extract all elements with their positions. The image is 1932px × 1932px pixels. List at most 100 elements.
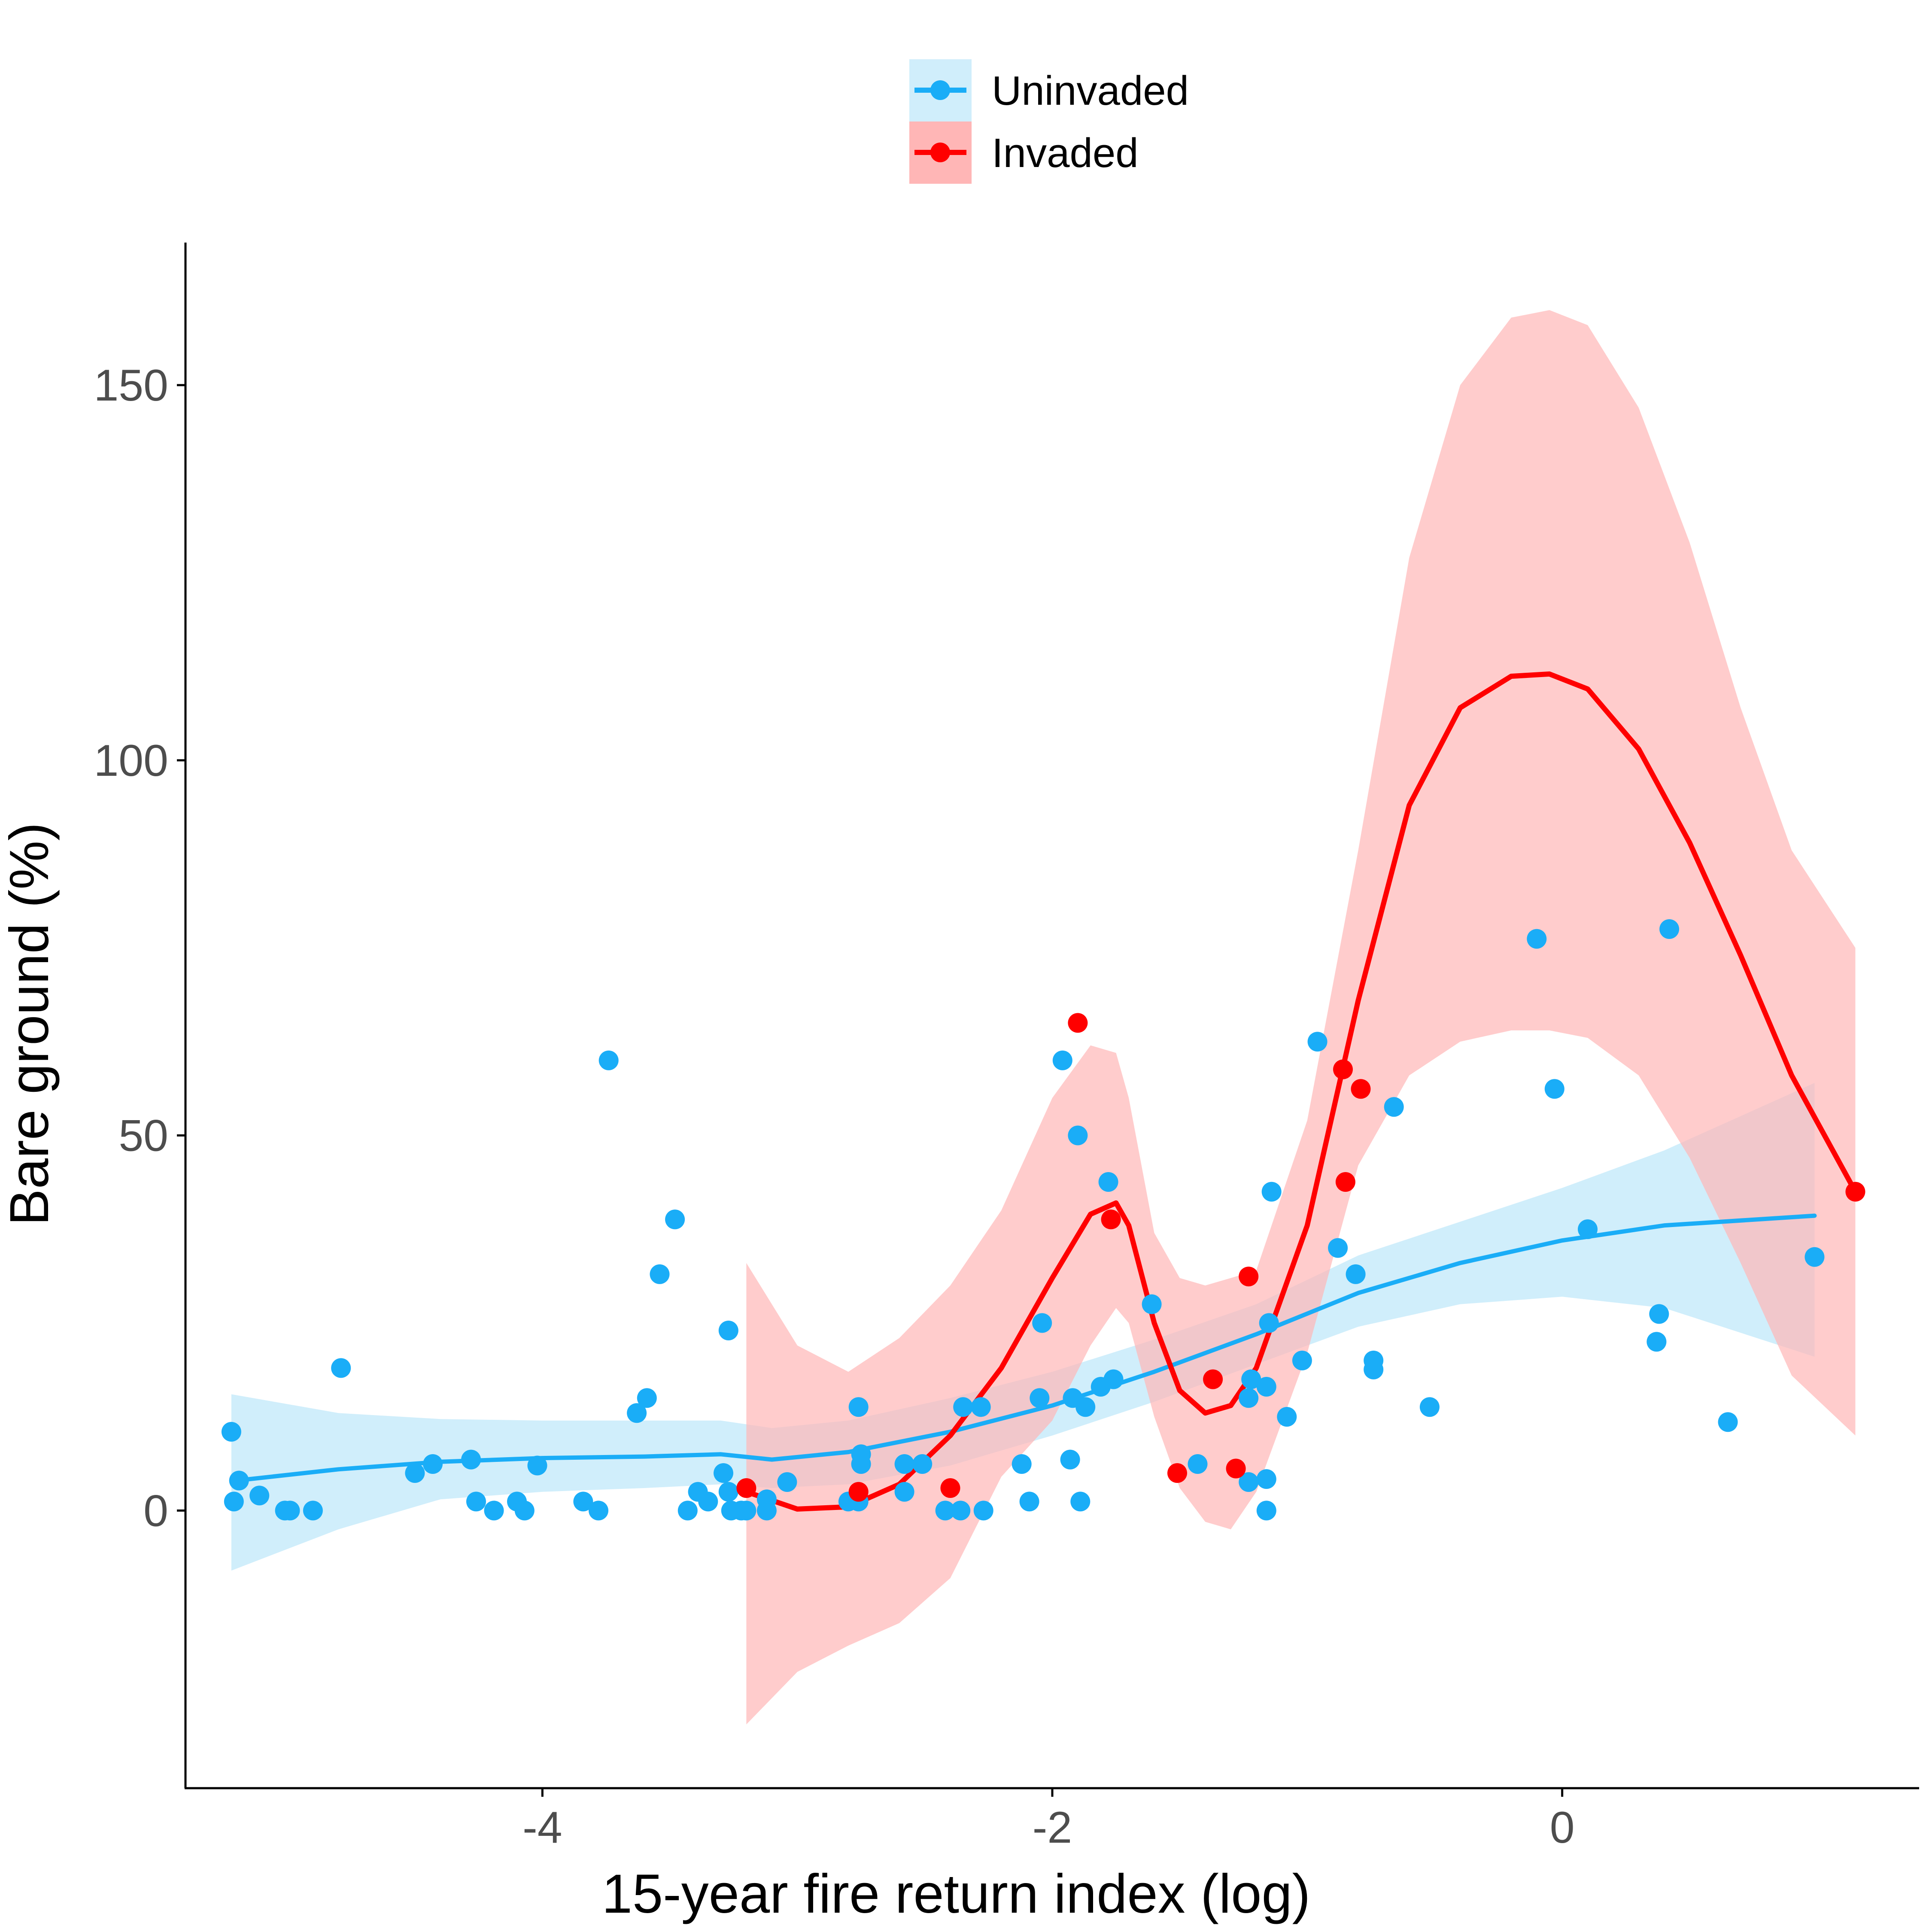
- data-point-uninvaded: [423, 1454, 443, 1474]
- y-tick-label: 150: [94, 361, 168, 410]
- data-point-uninvaded: [1075, 1397, 1096, 1417]
- data-point-uninvaded: [627, 1403, 647, 1423]
- data-point-uninvaded: [1239, 1388, 1259, 1408]
- data-point-uninvaded: [405, 1463, 425, 1483]
- data-point-uninvaded: [1364, 1359, 1384, 1379]
- data-point-uninvaded: [466, 1492, 486, 1512]
- data-point-uninvaded: [718, 1482, 738, 1502]
- x-tick-label: 0: [1550, 1803, 1575, 1853]
- legend: Uninvaded Invaded: [909, 59, 1189, 184]
- data-point-uninvaded: [1384, 1097, 1404, 1117]
- data-point-invaded: [1333, 1059, 1353, 1079]
- x-axis: -4 -2 0: [185, 1787, 1919, 1853]
- y-axis: 0 50 100 150: [94, 243, 187, 1788]
- data-point-uninvaded: [851, 1444, 871, 1464]
- data-point-uninvaded: [1718, 1412, 1738, 1432]
- data-point-uninvaded: [951, 1501, 971, 1521]
- data-point-uninvaded: [1239, 1472, 1259, 1492]
- data-point-uninvaded: [331, 1358, 351, 1378]
- legend-key-uninvaded-point: [930, 80, 950, 100]
- data-point-uninvaded: [1060, 1449, 1080, 1470]
- data-point-uninvaded: [736, 1501, 756, 1521]
- data-point-invaded: [848, 1482, 869, 1502]
- data-point-uninvaded: [1544, 1079, 1564, 1099]
- data-point-uninvaded: [1256, 1469, 1276, 1489]
- data-point-uninvaded: [1019, 1492, 1039, 1512]
- data-point-uninvaded: [971, 1397, 991, 1417]
- y-axis-title: Bare ground (%): [0, 822, 60, 1225]
- data-point-uninvaded: [912, 1454, 933, 1474]
- data-point-uninvaded: [756, 1489, 777, 1510]
- data-point-invaded: [1335, 1172, 1355, 1192]
- data-point-uninvaded: [714, 1463, 733, 1483]
- y-tick-label: 0: [143, 1486, 168, 1536]
- y-tick-label: 100: [94, 736, 168, 786]
- data-point-invaded: [1845, 1182, 1865, 1202]
- data-point-uninvaded: [484, 1501, 504, 1521]
- data-point-uninvaded: [1346, 1264, 1366, 1284]
- data-point-uninvaded: [665, 1209, 685, 1230]
- data-point-uninvaded: [249, 1485, 270, 1506]
- data-point-uninvaded: [598, 1050, 619, 1070]
- data-point-uninvaded: [1052, 1050, 1072, 1070]
- data-point-invaded: [1351, 1079, 1371, 1099]
- data-point-invaded: [1226, 1458, 1246, 1479]
- data-point-uninvaded: [848, 1397, 869, 1417]
- y-ticks: 0 50 100 150: [94, 361, 185, 1536]
- data-point-invaded: [1203, 1369, 1223, 1389]
- data-point-uninvaded: [1578, 1219, 1598, 1239]
- data-point-invaded: [1068, 1013, 1088, 1033]
- data-point-uninvaded: [1804, 1247, 1825, 1267]
- data-point-uninvaded: [953, 1397, 973, 1417]
- data-point-uninvaded: [894, 1482, 914, 1502]
- data-point-uninvaded: [280, 1501, 300, 1521]
- data-point-uninvaded: [1419, 1397, 1440, 1417]
- data-point-invaded: [1167, 1463, 1187, 1483]
- data-point-uninvaded: [573, 1492, 593, 1512]
- data-point-uninvaded: [935, 1501, 955, 1521]
- confidence-bands: [231, 310, 1856, 1725]
- data-point-uninvaded: [1292, 1350, 1312, 1370]
- data-point-uninvaded: [461, 1449, 481, 1470]
- data-point-uninvaded: [894, 1454, 914, 1474]
- data-point-uninvaded: [589, 1501, 608, 1521]
- data-point-uninvaded: [677, 1501, 698, 1521]
- confidence-band-invaded: [746, 310, 1856, 1725]
- data-point-uninvaded: [973, 1501, 993, 1521]
- data-point-uninvaded: [718, 1321, 738, 1340]
- legend-key-invaded-point: [930, 143, 950, 162]
- data-point-uninvaded: [1068, 1125, 1088, 1145]
- data-point-uninvaded: [514, 1501, 535, 1521]
- data-point-uninvaded: [1659, 919, 1680, 939]
- data-point-uninvaded: [777, 1472, 797, 1492]
- data-point-uninvaded: [1012, 1454, 1032, 1474]
- data-point-uninvaded: [1277, 1407, 1297, 1427]
- data-point-uninvaded: [221, 1422, 241, 1442]
- legend-label-invaded: Invaded: [992, 130, 1139, 176]
- data-point-uninvaded: [1241, 1369, 1261, 1389]
- data-point-uninvaded: [1256, 1501, 1276, 1521]
- y-tick-label: 50: [118, 1111, 168, 1161]
- data-point-invaded: [1239, 1267, 1259, 1287]
- data-point-uninvaded: [637, 1388, 657, 1408]
- data-point-uninvaded: [527, 1455, 547, 1476]
- data-point-invaded: [940, 1478, 960, 1498]
- data-point-uninvaded: [1032, 1313, 1052, 1333]
- data-point-uninvaded: [650, 1264, 670, 1284]
- legend-label-uninvaded: Uninvaded: [992, 68, 1189, 114]
- data-point-uninvaded: [1307, 1032, 1327, 1052]
- data-point-uninvaded: [224, 1492, 244, 1512]
- data-point-uninvaded: [1142, 1294, 1162, 1314]
- data-point-uninvaded: [229, 1470, 249, 1491]
- data-point-invaded: [736, 1478, 756, 1498]
- data-point-uninvaded: [1070, 1492, 1091, 1512]
- data-point-uninvaded: [1188, 1454, 1208, 1474]
- confidence-band-uninvaded: [231, 1083, 1815, 1571]
- data-points: [221, 919, 1865, 1521]
- data-point-uninvaded: [1259, 1313, 1279, 1333]
- x-axis-title: 15-year fire return index (log): [602, 1863, 1311, 1925]
- data-point-uninvaded: [1256, 1377, 1276, 1397]
- data-point-uninvaded: [1030, 1388, 1050, 1408]
- data-point-invaded: [1101, 1209, 1121, 1230]
